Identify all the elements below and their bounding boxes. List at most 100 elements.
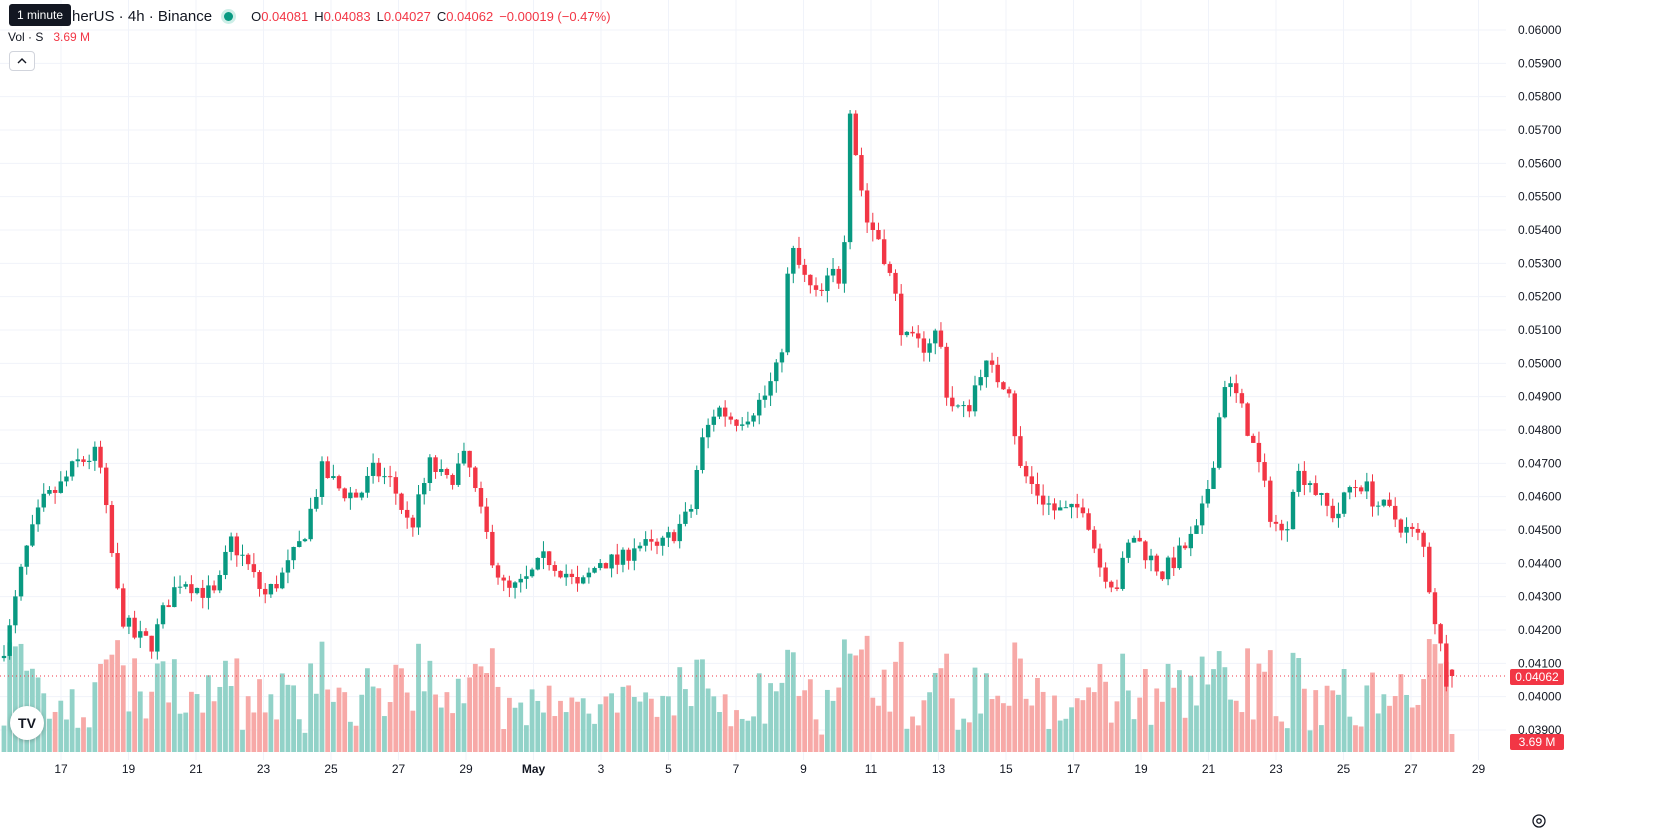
price-tick-label: 0.04700 <box>1518 456 1562 470</box>
low-value: 0.04027 <box>383 8 431 24</box>
volume-bar <box>1029 705 1035 752</box>
candle-body <box>1126 542 1131 558</box>
candle-body <box>700 437 705 471</box>
volume-bar <box>1160 701 1165 752</box>
volume-bar <box>944 653 950 752</box>
volume-bar <box>847 653 853 752</box>
volume-bar <box>461 703 467 752</box>
candle-body <box>683 511 688 524</box>
volume-bar <box>1018 658 1023 752</box>
volume-bar <box>711 696 717 752</box>
volume-bar <box>915 725 921 752</box>
price-axis[interactable]: 0.06000 0.05900 0.05800 0.05700 0.05600 0.055… <box>1518 23 1562 737</box>
time-tick-label: 9 <box>800 762 807 776</box>
candle-body <box>1381 499 1387 506</box>
volume-label[interactable]: Vol · S <box>8 30 44 44</box>
price-tick-label: 0.04900 <box>1518 390 1562 404</box>
volume-bar <box>171 659 177 752</box>
volume-bar <box>842 639 847 752</box>
volume-bar <box>512 707 518 752</box>
volume-bar <box>614 712 620 752</box>
volume-bar <box>1165 663 1171 752</box>
volume-bar <box>773 691 779 752</box>
volume-bar <box>575 701 580 752</box>
candle-body <box>802 264 807 275</box>
volume-bar <box>546 685 552 752</box>
candle-body <box>1086 513 1091 530</box>
candle-body <box>132 617 137 638</box>
candle-body <box>535 557 540 570</box>
candle-body <box>280 572 285 589</box>
volume-bar <box>921 700 927 752</box>
candle-body <box>104 467 109 506</box>
candle-body <box>126 617 132 627</box>
volume-bar <box>665 696 671 752</box>
tradingview-logo[interactable]: TV <box>10 706 44 740</box>
volume-bar <box>790 652 796 752</box>
volume-bar <box>1046 728 1052 752</box>
candle-body <box>1040 495 1046 505</box>
collapse-legend-button[interactable] <box>9 51 35 71</box>
candle-body <box>228 536 234 552</box>
volume-bar <box>836 687 842 752</box>
candle-body <box>904 331 910 336</box>
volume-bar <box>654 716 660 752</box>
volume-bar <box>115 640 120 752</box>
candle-body <box>115 553 120 589</box>
candle-body <box>1052 503 1057 511</box>
time-tick-label: 17 <box>54 762 68 776</box>
candle-body <box>1035 484 1040 496</box>
volume-bar <box>1228 699 1233 752</box>
gear-icon[interactable] <box>1530 812 1548 830</box>
candle-body <box>149 635 154 652</box>
candle-body <box>819 289 824 291</box>
price-tick-label: 0.05400 <box>1518 223 1562 237</box>
volume-bar <box>529 689 535 752</box>
candle-body <box>762 395 768 400</box>
candle-body <box>1160 571 1165 580</box>
candle-body <box>1273 521 1279 524</box>
candle-body <box>308 508 313 540</box>
volume-bar <box>268 694 274 752</box>
volume-bar <box>830 700 836 752</box>
volume-bar <box>200 712 206 752</box>
volume-bar <box>802 690 808 752</box>
candle-body <box>58 481 63 493</box>
volume-bar <box>1449 734 1455 752</box>
volume-bar <box>126 711 132 752</box>
candle-body <box>910 331 915 334</box>
time-tick-label: 21 <box>1202 762 1216 776</box>
volume-bar <box>262 712 268 752</box>
volume-bar <box>279 673 285 752</box>
volume-bar <box>1125 690 1131 752</box>
volume-bar <box>887 711 893 752</box>
candle-body <box>484 506 489 532</box>
candle-body <box>864 190 870 223</box>
volume-bar <box>813 719 819 752</box>
volume-bar <box>671 715 677 752</box>
volume-bar <box>177 713 183 752</box>
volume-bar <box>1318 725 1324 752</box>
volume-bar <box>438 707 444 752</box>
time-tick-label: 11 <box>865 762 878 776</box>
volume-bar <box>563 712 569 752</box>
volume-badge: 3.69 M <box>1510 734 1564 750</box>
candle-body <box>274 583 279 589</box>
candle-body <box>177 586 183 588</box>
candle-body <box>427 457 433 484</box>
volume-bar <box>1074 698 1080 752</box>
symbol-title[interactable]: herUS · 4h · Binance <box>72 7 213 25</box>
candle-body <box>52 490 58 493</box>
candle-body <box>1268 480 1273 522</box>
volume-bar <box>1120 653 1126 752</box>
time-axis[interactable]: 17 19 21 23 25 27 29 May 3 5 7 9 11 13 15 17 19 21 23 25 27 2… <box>54 762 1485 776</box>
time-tick-label: 29 <box>1472 762 1486 776</box>
candle-body <box>353 492 359 498</box>
volume-bar <box>1154 688 1160 752</box>
candle-body <box>268 583 274 595</box>
candle-body <box>206 585 211 598</box>
volume-bar <box>484 673 490 752</box>
candle-body <box>382 476 387 478</box>
volume-bar <box>541 712 546 752</box>
